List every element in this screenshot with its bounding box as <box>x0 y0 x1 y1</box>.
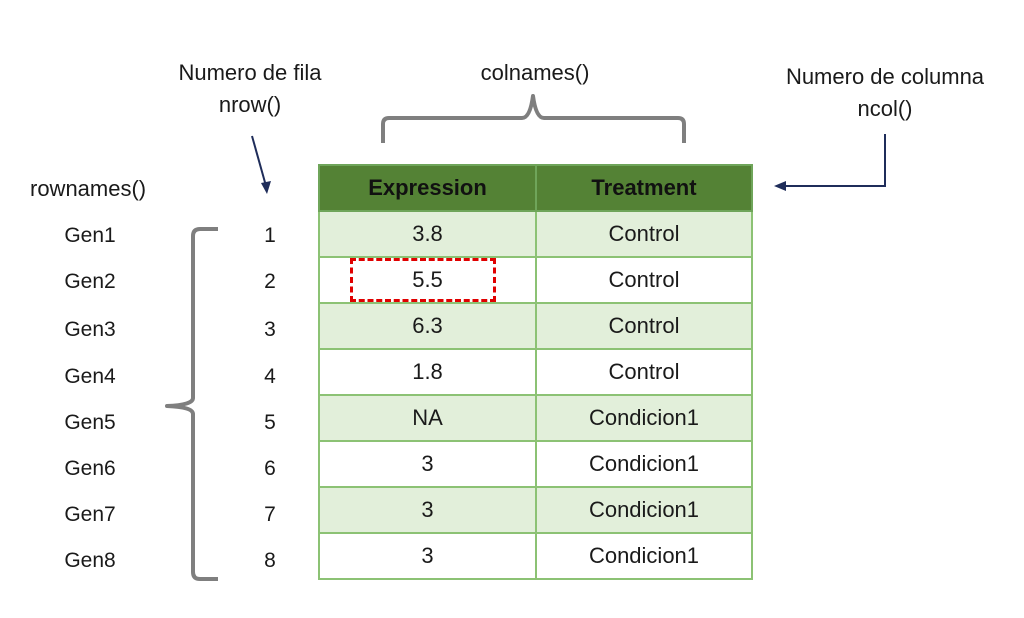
rowname-gen8: Gen8 <box>64 549 116 572</box>
rowname-gen6: Gen6 <box>64 457 116 480</box>
rownames-label: rownames() <box>30 176 147 201</box>
rowname-gen1: Gen1 <box>64 224 116 247</box>
rownumber-3: 3 <box>264 318 276 341</box>
cell-treatment: Control <box>535 302 753 350</box>
table-row: 1.8 Control <box>318 348 753 396</box>
table-row: NA Condicion1 <box>318 394 753 442</box>
nrow-label-title: Numero de fila <box>178 60 322 85</box>
data-frame-table: Expression Treatment 3.8 Control 5.5 Con… <box>318 164 753 580</box>
table-row: 5.5 Control <box>318 256 753 304</box>
table-row: 3 Condicion1 <box>318 486 753 534</box>
ncol-label-function: ncol() <box>857 96 913 121</box>
cell-expression: NA <box>318 394 537 442</box>
cell-expression-highlighted: 5.5 <box>318 256 537 304</box>
cell-expression: 3.8 <box>318 210 537 258</box>
rownumber-1: 1 <box>264 224 276 247</box>
ncol-label: Numero de columna ncol() <box>760 64 1010 122</box>
header-treatment: Treatment <box>535 164 753 212</box>
table-row: 6.3 Control <box>318 302 753 350</box>
rowname-gen5: Gen5 <box>64 411 116 434</box>
cell-expression: 1.8 <box>318 348 537 396</box>
rownumber-6: 6 <box>264 457 276 480</box>
nrow-label: Numero de fila nrow() <box>150 60 350 118</box>
cell-expression: 3 <box>318 532 537 580</box>
rownumber-4: 4 <box>264 365 276 388</box>
cell-expression: 3 <box>318 440 537 488</box>
colnames-brace <box>381 94 686 143</box>
table-row: 3 Condicion1 <box>318 440 753 488</box>
table-row: 3.8 Control <box>318 210 753 258</box>
ncol-arrow-line <box>785 134 886 187</box>
rownumber-7: 7 <box>264 503 276 526</box>
cell-treatment: Condicion1 <box>535 440 753 488</box>
cell-treatment: Condicion1 <box>535 532 753 580</box>
rowname-gen2: Gen2 <box>64 270 116 293</box>
cell-treatment: Control <box>535 210 753 258</box>
nrow-label-function: nrow() <box>218 92 282 117</box>
colnames-label: colnames() <box>480 60 590 85</box>
rownames-brace <box>165 227 218 581</box>
nrow-arrow-head <box>261 181 271 194</box>
header-row: Expression Treatment <box>318 164 753 212</box>
cell-expression: 6.3 <box>318 302 537 350</box>
cell-treatment: Condicion1 <box>535 486 753 534</box>
rownumber-2: 2 <box>264 270 276 293</box>
rowname-gen7: Gen7 <box>64 503 116 526</box>
rowname-gen3: Gen3 <box>64 318 116 341</box>
nrow-arrow-line <box>251 135 267 187</box>
header-expression: Expression <box>318 164 537 212</box>
table-row: 3 Condicion1 <box>318 532 753 580</box>
ncol-arrow-head <box>774 181 786 191</box>
cell-expression: 3 <box>318 486 537 534</box>
rownumber-8: 8 <box>264 549 276 572</box>
cell-treatment: Condicion1 <box>535 394 753 442</box>
ncol-label-title: Numero de columna <box>785 64 985 89</box>
rownumber-5: 5 <box>264 411 276 434</box>
cell-treatment: Control <box>535 348 753 396</box>
cell-treatment: Control <box>535 256 753 304</box>
rowname-gen4: Gen4 <box>64 365 116 388</box>
